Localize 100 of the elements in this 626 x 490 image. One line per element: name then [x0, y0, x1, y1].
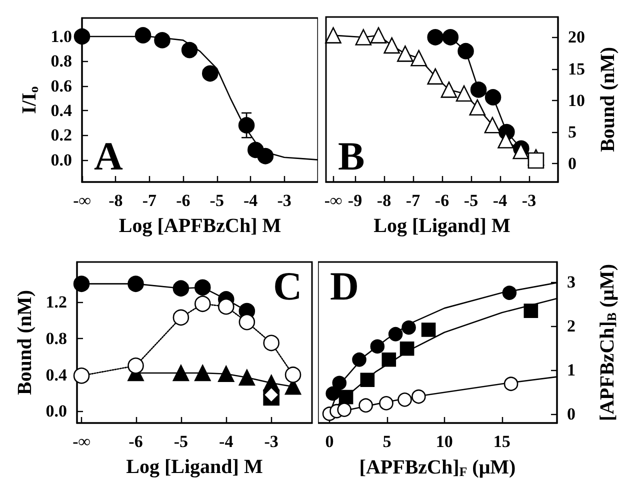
- point: [456, 85, 472, 102]
- point: [410, 50, 427, 66]
- x-tick-label: -3: [522, 191, 536, 210]
- point: [257, 148, 274, 164]
- y2-tick-label: 0: [567, 404, 576, 424]
- x-tick-label: -3: [277, 191, 292, 210]
- point: [524, 304, 538, 318]
- x-tick-label: -4: [219, 432, 234, 451]
- annotation: A: [94, 134, 123, 178]
- point: [181, 42, 198, 58]
- point: [238, 117, 255, 134]
- point: [402, 320, 416, 335]
- y2-tick-label: 0: [568, 154, 576, 174]
- point: [134, 27, 152, 44]
- annotation: C: [273, 264, 302, 308]
- y-tick-label: 0.4: [50, 100, 72, 120]
- x-tick-label: 15: [493, 432, 510, 451]
- point: [400, 342, 414, 356]
- x-tick-label: -8: [108, 191, 123, 210]
- y-axis-title: Bound (nM): [14, 290, 36, 396]
- point: [263, 334, 280, 352]
- point: [421, 322, 436, 337]
- y2-tick-label: 3: [567, 272, 576, 292]
- point: [358, 398, 373, 413]
- point: [172, 364, 190, 382]
- point: [73, 368, 90, 384]
- point: [238, 369, 256, 386]
- point: [332, 376, 347, 390]
- x-tick-label: -6: [128, 432, 143, 451]
- point: [528, 152, 544, 169]
- y-tick-label: 0.2: [50, 126, 72, 145]
- x-axis-title: Log [Ligand] M: [374, 215, 510, 237]
- x-tick-label: 10: [436, 432, 453, 451]
- x-tick-label: -∞: [72, 432, 90, 451]
- y2-tick-label: 20: [568, 28, 585, 47]
- point: [427, 68, 444, 85]
- y-tick-label: 1.2: [46, 292, 67, 312]
- point: [360, 372, 375, 388]
- point: [172, 309, 190, 326]
- annotation: B: [338, 134, 365, 178]
- y-tick-label: 0.8: [50, 52, 72, 71]
- x-axis-title: Log [APFBzCh] M: [118, 215, 282, 237]
- x-tick-label: -5: [210, 191, 224, 210]
- x-tick-label: -4: [243, 191, 258, 210]
- point: [412, 389, 426, 404]
- x-tick-label: -7: [142, 191, 158, 210]
- point: [398, 392, 412, 407]
- point: [194, 279, 211, 296]
- point: [74, 28, 90, 45]
- point: [379, 396, 394, 410]
- x-tick-label: -4: [492, 191, 508, 210]
- point: [194, 364, 211, 382]
- y2-tick-label: 10: [568, 90, 585, 110]
- point: [504, 376, 518, 391]
- x-axis-title: [APFBzCh]F (μM): [359, 456, 516, 479]
- point: [326, 386, 340, 401]
- point: [469, 99, 486, 116]
- y-axis-title: I/Io: [18, 86, 41, 114]
- x-tick-label: -3: [264, 432, 278, 451]
- point: [128, 276, 144, 292]
- x-tick-label: -7: [406, 191, 421, 210]
- y-tick-label: 0.6: [50, 76, 72, 96]
- x-tick-label: -5: [174, 432, 188, 451]
- x-tick-label: -5: [464, 191, 478, 210]
- x-tick-label: -∞: [73, 191, 91, 210]
- y-tick-label: 0.4: [46, 365, 68, 384]
- y-tick-label: 0.0: [46, 402, 67, 421]
- point: [484, 116, 501, 134]
- point: [470, 82, 487, 98]
- point: [202, 65, 218, 82]
- point: [442, 29, 459, 46]
- point: [194, 296, 211, 312]
- point: [352, 352, 366, 367]
- point: [484, 89, 502, 106]
- y2-tick-label: 1: [567, 360, 576, 380]
- y-tick-label: 0.0: [50, 150, 72, 170]
- y2-axis-title: [APFBzCh]B (μM): [596, 264, 619, 422]
- x-tick-label: -6: [434, 191, 450, 210]
- y2-tick-label: 5: [568, 122, 576, 142]
- point: [284, 366, 302, 383]
- point: [382, 352, 396, 367]
- point: [384, 37, 400, 54]
- y-tick-label: 1.0: [50, 26, 72, 46]
- point: [263, 386, 280, 403]
- y-tick-label: 0.8: [46, 328, 67, 348]
- point: [154, 32, 170, 48]
- point: [218, 298, 234, 315]
- x-tick-label: -8: [376, 191, 392, 210]
- point: [73, 276, 90, 292]
- point: [427, 29, 444, 46]
- point: [338, 390, 354, 404]
- y2-tick-label: 15: [568, 59, 585, 78]
- x-axis-title: Log [Ligand] M: [126, 456, 263, 478]
- x-tick-label: 5: [382, 432, 392, 451]
- annotation: D: [330, 264, 359, 308]
- x-tick-label: 0: [325, 432, 334, 451]
- point: [337, 402, 352, 417]
- point: [172, 280, 190, 297]
- x-tick-label: -9: [348, 191, 362, 210]
- y2-axis-title: Bound (nM): [597, 46, 619, 152]
